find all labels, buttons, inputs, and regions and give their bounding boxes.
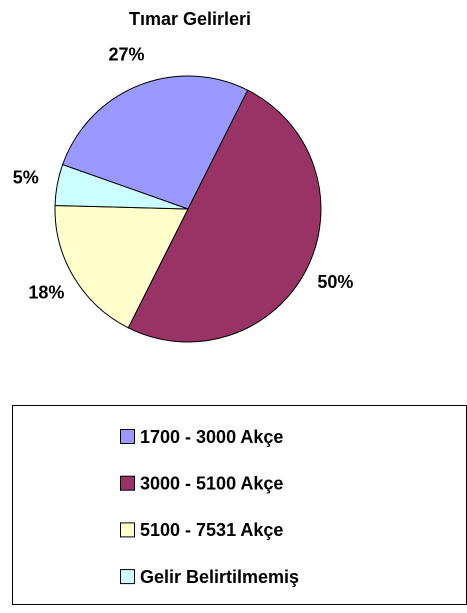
legend-label: 1700 - 3000 Akçe bbox=[140, 427, 283, 447]
legend-swatch bbox=[120, 429, 135, 444]
legend-label: Gelir Belirtilmemiş bbox=[140, 567, 299, 587]
pie-slice bbox=[61, 75, 249, 210]
pie-slice bbox=[127, 89, 322, 343]
legend-swatch bbox=[120, 569, 135, 585]
legend-label: 5100 - 7531 Akçe bbox=[140, 520, 283, 540]
pie-slice bbox=[54, 205, 189, 329]
pie-slice bbox=[54, 163, 189, 210]
legend-swatch bbox=[120, 475, 135, 491]
legend-swatch bbox=[120, 522, 135, 538]
chart-title: Tımar Gelirleri bbox=[129, 9, 251, 29]
data-label: 5% bbox=[13, 168, 39, 188]
legend-box bbox=[12, 405, 467, 605]
legend-label: 3000 - 5100 Akçe bbox=[140, 473, 283, 493]
data-label: 27% bbox=[108, 45, 144, 65]
data-label: 18% bbox=[28, 282, 64, 302]
data-label: 50% bbox=[317, 272, 353, 292]
